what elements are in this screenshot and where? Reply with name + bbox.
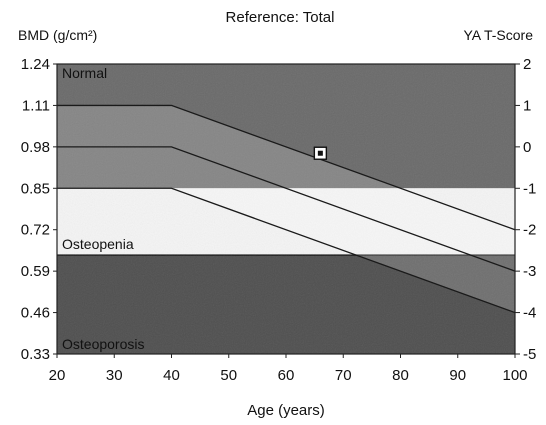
x-tick-label-3: 50 (220, 367, 237, 384)
reference-curves (57, 104, 516, 314)
y2-tick-label-1: 1 (523, 97, 531, 114)
y2-tick-label-2: 0 (523, 139, 531, 156)
right-axis-label: YA T-Score (463, 27, 533, 43)
x-tick-label-1: 30 (106, 367, 123, 384)
y-tick-label-0: 1.24 (21, 56, 50, 73)
reference-band (57, 105, 515, 313)
x-tick-label-7: 90 (449, 367, 466, 384)
x-tick-label-5: 70 (335, 367, 352, 384)
x-tick-label-6: 80 (392, 367, 409, 384)
x-tick-label-2: 40 (163, 367, 180, 384)
y2-tick-label-4: -2 (523, 222, 536, 239)
y2-tick-label-6: -4 (523, 305, 536, 322)
region-label-1: Osteopenia (62, 236, 134, 252)
reference-curve-2 (57, 187, 516, 314)
reference-curve-1 (57, 146, 516, 272)
right-axis-ticks: 2 1 0 -1 -2 -3 -4 -5 (515, 56, 536, 363)
y-tick-label-6: 0.46 (21, 305, 50, 322)
reference-curve-0 (57, 104, 516, 231)
y-tick-label-4: 0.72 (21, 222, 50, 239)
patient-marker-dot (317, 150, 323, 156)
x-tick-label-0: 20 (49, 367, 66, 384)
x-axis-ticks: 20 30 40 50 60 70 80 90 100 (49, 354, 528, 384)
x-tick-label-8: 100 (502, 367, 527, 384)
y2-tick-label-5: -3 (523, 263, 536, 280)
patient-marker (313, 146, 328, 160)
y-tick-label-1: 1.11 (22, 97, 50, 114)
y2-tick-label-0: 2 (523, 56, 531, 73)
y-tick-label-3: 0.85 (21, 180, 50, 197)
scan-texture (57, 64, 515, 354)
y-tick-label-2: 0.98 (21, 139, 50, 156)
y-tick-label-7: 0.33 (21, 346, 50, 363)
left-axis-ticks: 1.24 1.11 0.98 0.85 0.72 0.59 0.46 0.33 (21, 56, 57, 363)
region-label-0: Normal (62, 65, 107, 81)
y2-tick-label-3: -1 (523, 180, 536, 197)
x-axis-label: Age (years) (247, 402, 325, 419)
region-label-2: Osteoporosis (62, 336, 144, 352)
chart-title: Reference: Total (226, 9, 335, 26)
y2-tick-label-7: -5 (523, 346, 536, 363)
region-labels: Normal Osteopenia Osteoporosis (62, 65, 144, 352)
y-tick-label-5: 0.59 (21, 263, 50, 280)
y-axis-label: BMD (g/cm²) (18, 27, 97, 43)
x-tick-label-4: 60 (278, 367, 295, 384)
